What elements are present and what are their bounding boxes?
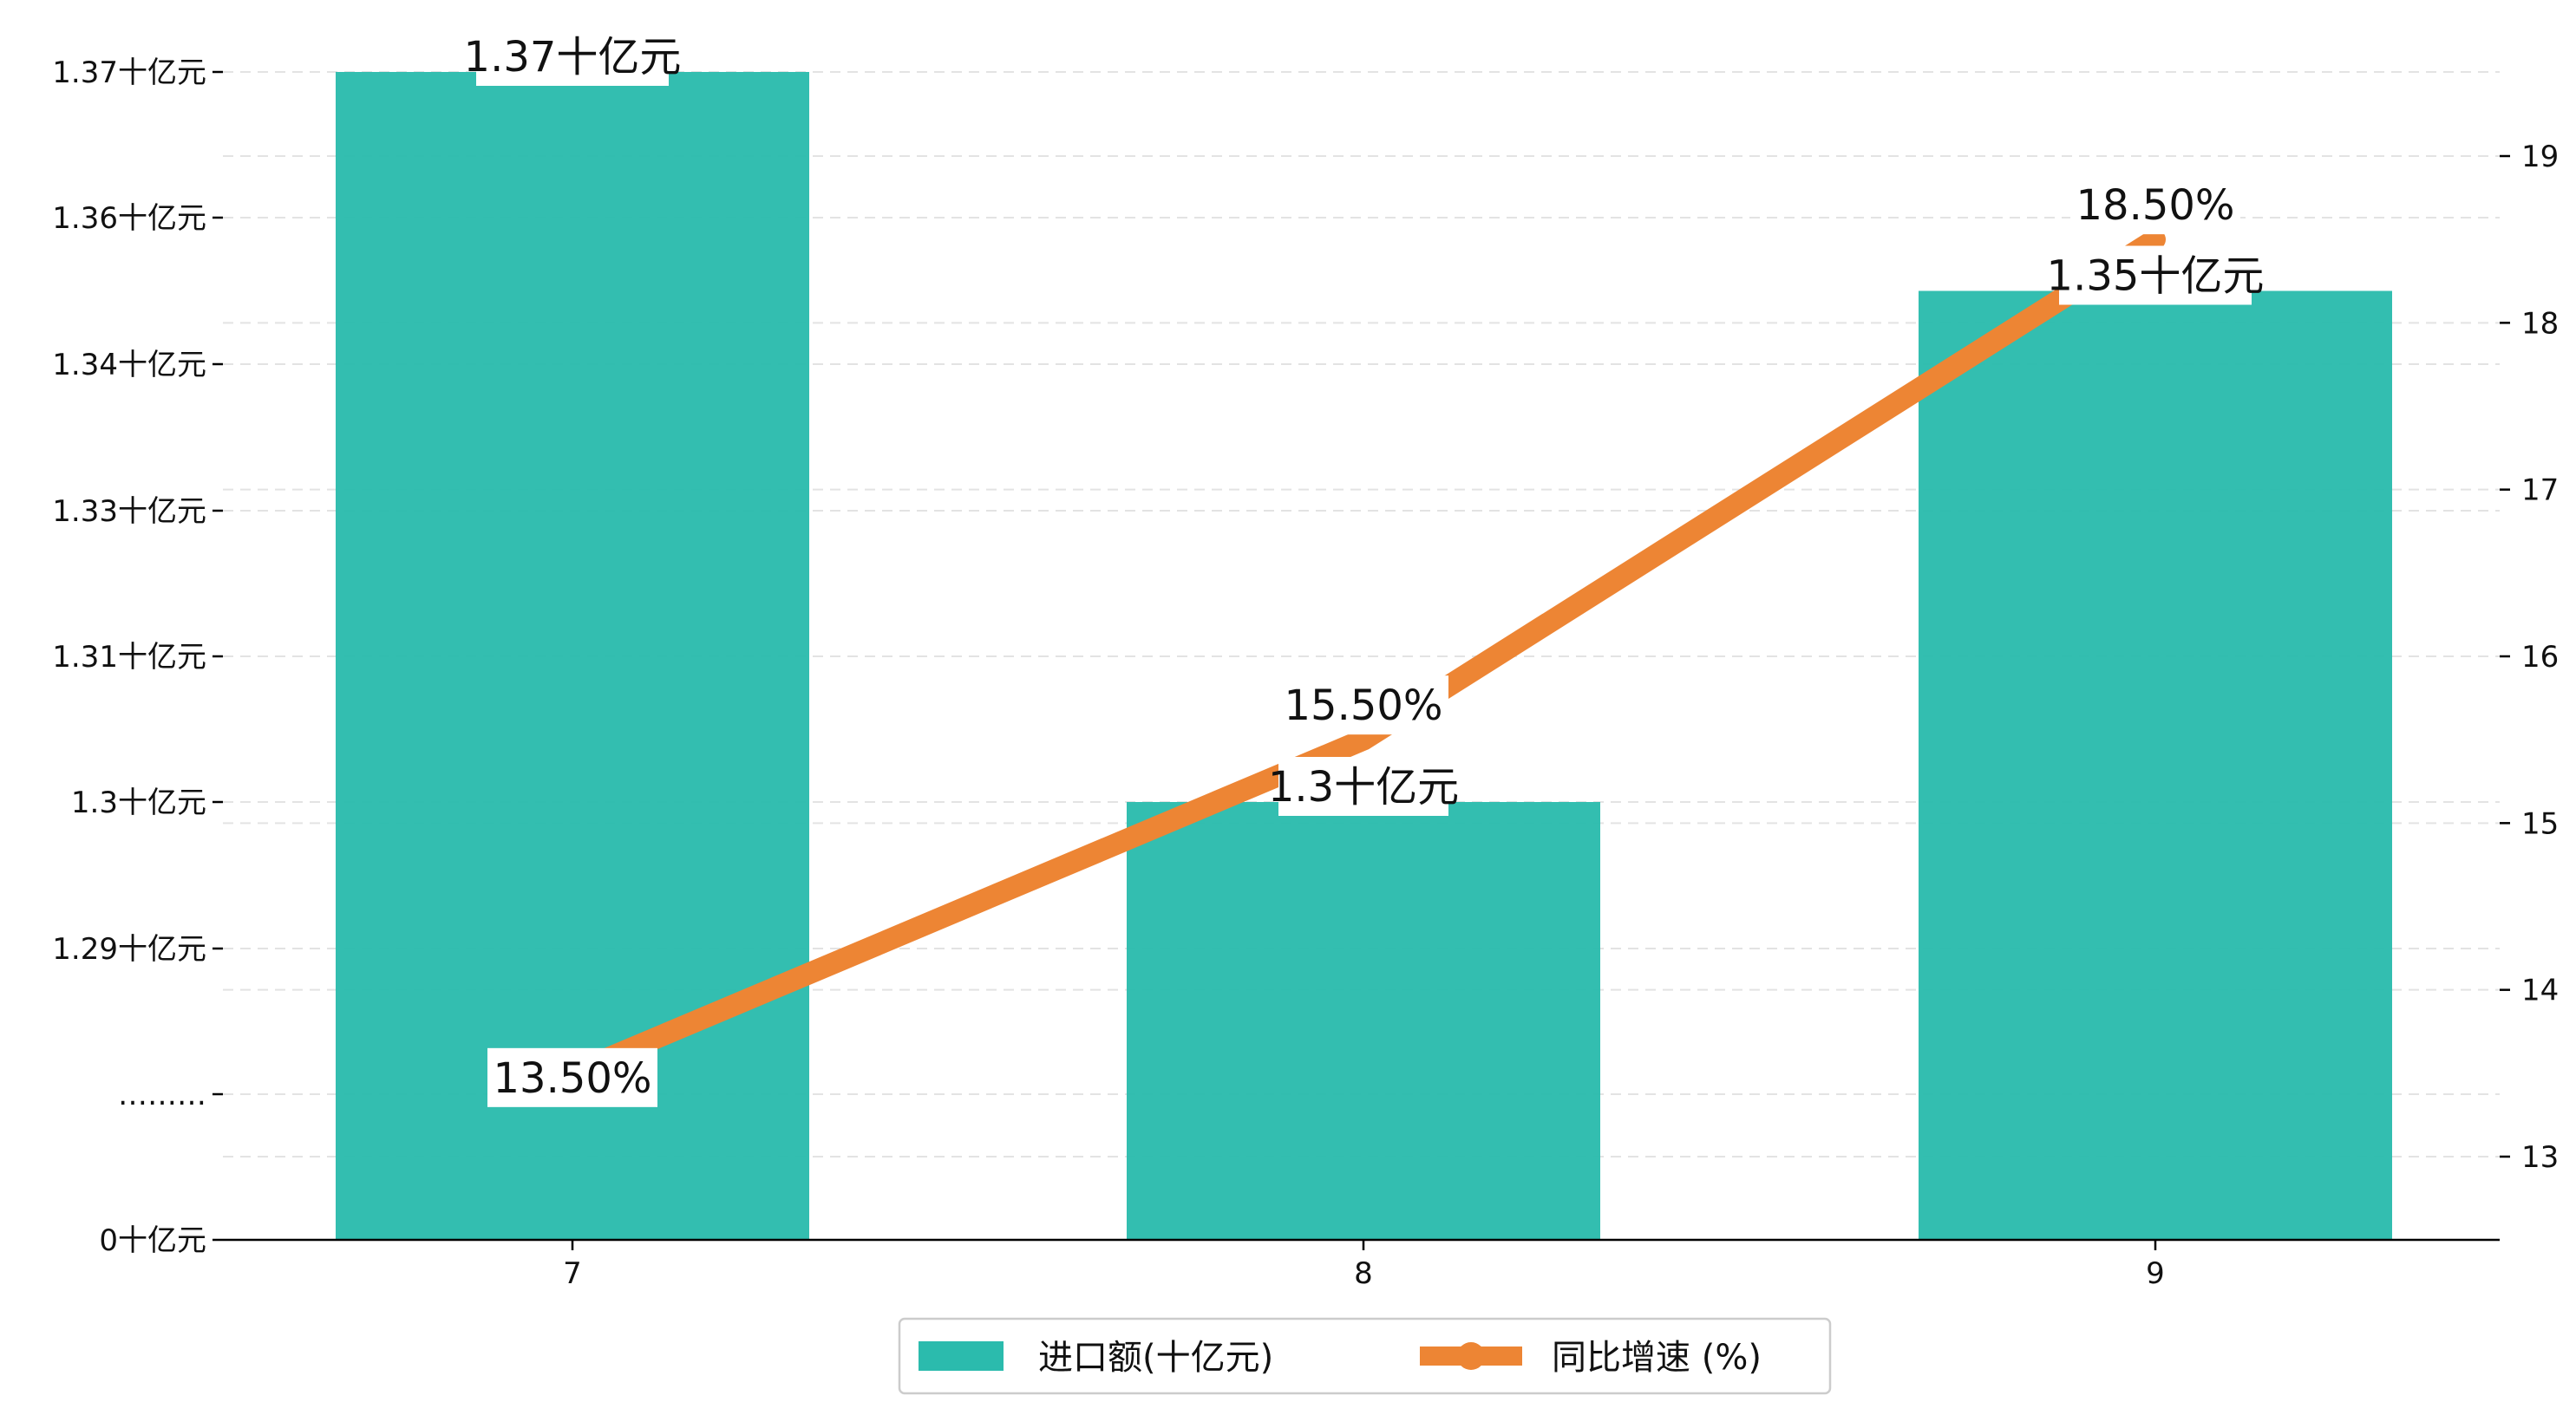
- svg-text:1.35十亿元: 1.35十亿元: [2047, 252, 2265, 301]
- left-axis-tick-label: 1.36十亿元: [52, 201, 206, 236]
- axes: 0十亿元 ……… 1.29十亿元 1.3十亿元 1.31十亿元 1.33十亿元 1.34十亿…: [52, 55, 2559, 1291]
- left-axis-tick-label: 1.33十亿元: [52, 494, 206, 529]
- x-axis-tick-label: 7: [563, 1256, 582, 1291]
- right-axis-tick-label: 17: [2521, 473, 2559, 508]
- growth-value-label: 18.50%: [2070, 175, 2240, 235]
- growth-value-label: 13.50%: [487, 1047, 657, 1107]
- legend-frame: [898, 1317, 1832, 1395]
- right-axis-tick-label: 19: [2521, 140, 2559, 174]
- legend-label-bar: 进口额(十亿元): [1038, 1338, 1273, 1378]
- bar-series: [336, 72, 2392, 1240]
- left-axis-tick-label: 1.29十亿元: [52, 932, 206, 967]
- left-axis-tick-label: 1.37十亿元: [52, 55, 206, 90]
- right-axis-tick-label: 15: [2521, 806, 2559, 841]
- x-axis-tick-label: 8: [1354, 1256, 1373, 1291]
- x-axis-tick-label: 9: [2146, 1256, 2165, 1291]
- left-axis-tick-label: 0十亿元: [99, 1223, 206, 1258]
- legend-label-line: 同比增速 (%): [1552, 1338, 1762, 1378]
- svg-text:1.37十亿元: 1.37十亿元: [464, 33, 682, 82]
- legend: 进口额(十亿元) 同比增速 (%): [898, 1317, 1832, 1395]
- data-labels: 1.37十亿元 1.3十亿元 1.35十亿元 13.50% 15.50% 18.50%: [464, 27, 2265, 1107]
- growth-value-label: 15.50%: [1278, 675, 1448, 735]
- bar: [1127, 802, 1600, 1240]
- left-axis-tick-label: 1.3十亿元: [71, 786, 206, 820]
- svg-text:18.50%: 18.50%: [2076, 181, 2234, 230]
- bar-value-label: 1.3十亿元: [1268, 757, 1459, 816]
- bar-value-label: 1.35十亿元: [2047, 245, 2265, 305]
- bar: [336, 72, 809, 1240]
- right-axis-tick-label: 18: [2521, 306, 2559, 341]
- bar: [1919, 290, 2392, 1240]
- legend-line-marker: [1457, 1342, 1485, 1370]
- right-axis-tick-label: 14: [2521, 974, 2559, 1008]
- left-axis-tick-label: ………: [118, 1078, 206, 1112]
- svg-text:13.50%: 13.50%: [493, 1054, 651, 1103]
- left-axis-tick-label: 1.31十亿元: [52, 640, 206, 675]
- svg-text:15.50%: 15.50%: [1284, 681, 1442, 730]
- legend-bar-swatch: [919, 1341, 1004, 1371]
- right-axis-tick-label: 16: [2521, 640, 2559, 675]
- right-axis-tick-label: 13: [2521, 1140, 2559, 1175]
- left-axis-tick-label: 1.34十亿元: [52, 348, 206, 382]
- svg-text:1.3十亿元: 1.3十亿元: [1268, 763, 1459, 812]
- bar-value-label: 1.37十亿元: [464, 27, 682, 86]
